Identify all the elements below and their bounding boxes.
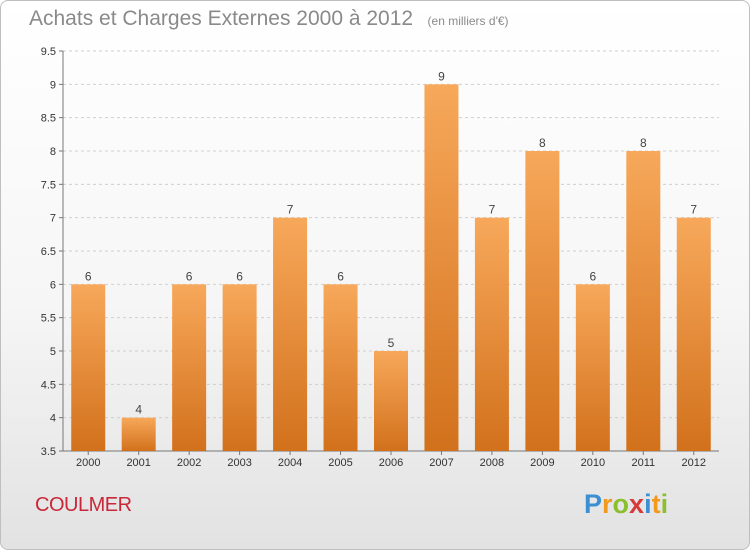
y-tick-label: 6.5 xyxy=(41,246,56,258)
data-label: 6 xyxy=(590,269,597,283)
data-label: 6 xyxy=(337,269,344,283)
y-tick-label: 9.5 xyxy=(41,46,56,58)
bar xyxy=(121,417,156,451)
y-tick-label: 3.5 xyxy=(41,446,56,458)
y-tick-label: 5 xyxy=(50,346,56,358)
data-label: 4 xyxy=(135,403,142,417)
bar xyxy=(222,284,257,451)
x-tick-label: 2006 xyxy=(379,457,403,469)
x-tick-label: 2009 xyxy=(530,457,554,469)
x-tick-label: 2000 xyxy=(76,457,100,469)
x-tick-label: 2001 xyxy=(126,457,150,469)
y-tick-label: 5.5 xyxy=(41,313,56,325)
x-tick-label: 2003 xyxy=(227,457,251,469)
chart-subtitle: (en milliers d'€) xyxy=(427,14,509,28)
y-tick-label: 8.5 xyxy=(41,113,56,125)
logo-letter: o xyxy=(612,489,630,519)
bar xyxy=(424,84,459,451)
data-label: 7 xyxy=(287,203,294,217)
data-label: 8 xyxy=(539,136,546,150)
chart-title: Achats et Charges Externes 2000 à 2012 xyxy=(29,7,414,30)
bar xyxy=(525,151,560,451)
logo-letter: t xyxy=(651,489,661,519)
logo-letter: x xyxy=(629,489,645,519)
bar xyxy=(676,217,711,451)
bar xyxy=(172,284,207,451)
y-tick-label: 7 xyxy=(50,213,56,225)
x-tick-label: 2002 xyxy=(177,457,201,469)
logo-letter: P xyxy=(584,489,603,519)
logo-letter: r xyxy=(602,489,613,519)
y-tick-label: 9 xyxy=(50,79,56,91)
y-tick-label: 8 xyxy=(50,146,56,158)
y-tick-label: 4.5 xyxy=(41,379,56,391)
proxiti-logo: Proxiti xyxy=(584,489,668,520)
logo-letter: i xyxy=(644,489,652,519)
y-tick-label: 7.5 xyxy=(41,179,56,191)
x-tick-label: 2004 xyxy=(278,457,302,469)
label-layer: 2000 6 2001 4 2002 6 2003 6 2004 7 2005 6 2006 5 2007 9… xyxy=(76,69,706,469)
data-label: 5 xyxy=(388,336,395,350)
bar xyxy=(474,217,509,451)
x-tick-label: 2011 xyxy=(631,457,655,469)
bar xyxy=(374,351,408,451)
data-label: 7 xyxy=(489,203,496,217)
data-label: 6 xyxy=(186,269,193,283)
bar xyxy=(71,284,106,451)
x-tick-label: 2008 xyxy=(480,457,504,469)
bar xyxy=(273,217,308,451)
title-row: Achats et Charges Externes 2000 à 2012 (… xyxy=(29,7,509,31)
x-tick-label: 2010 xyxy=(581,457,605,469)
data-label: 7 xyxy=(690,203,697,217)
y-tick-label: 4 xyxy=(50,413,56,425)
y-tick-label: 6 xyxy=(50,279,56,291)
x-tick-label: 2005 xyxy=(328,457,352,469)
bar-layer xyxy=(71,84,711,451)
data-label: 6 xyxy=(85,269,92,283)
data-label: 6 xyxy=(236,269,243,283)
data-label: 9 xyxy=(438,69,445,83)
x-tick-label: 2007 xyxy=(429,457,453,469)
x-tick-label: 2012 xyxy=(682,457,706,469)
bar xyxy=(626,151,661,451)
town-name: COULMER xyxy=(35,494,132,516)
bar xyxy=(323,284,358,451)
bar xyxy=(575,284,610,451)
data-label: 8 xyxy=(640,136,647,150)
logo-letter: i xyxy=(660,489,669,519)
